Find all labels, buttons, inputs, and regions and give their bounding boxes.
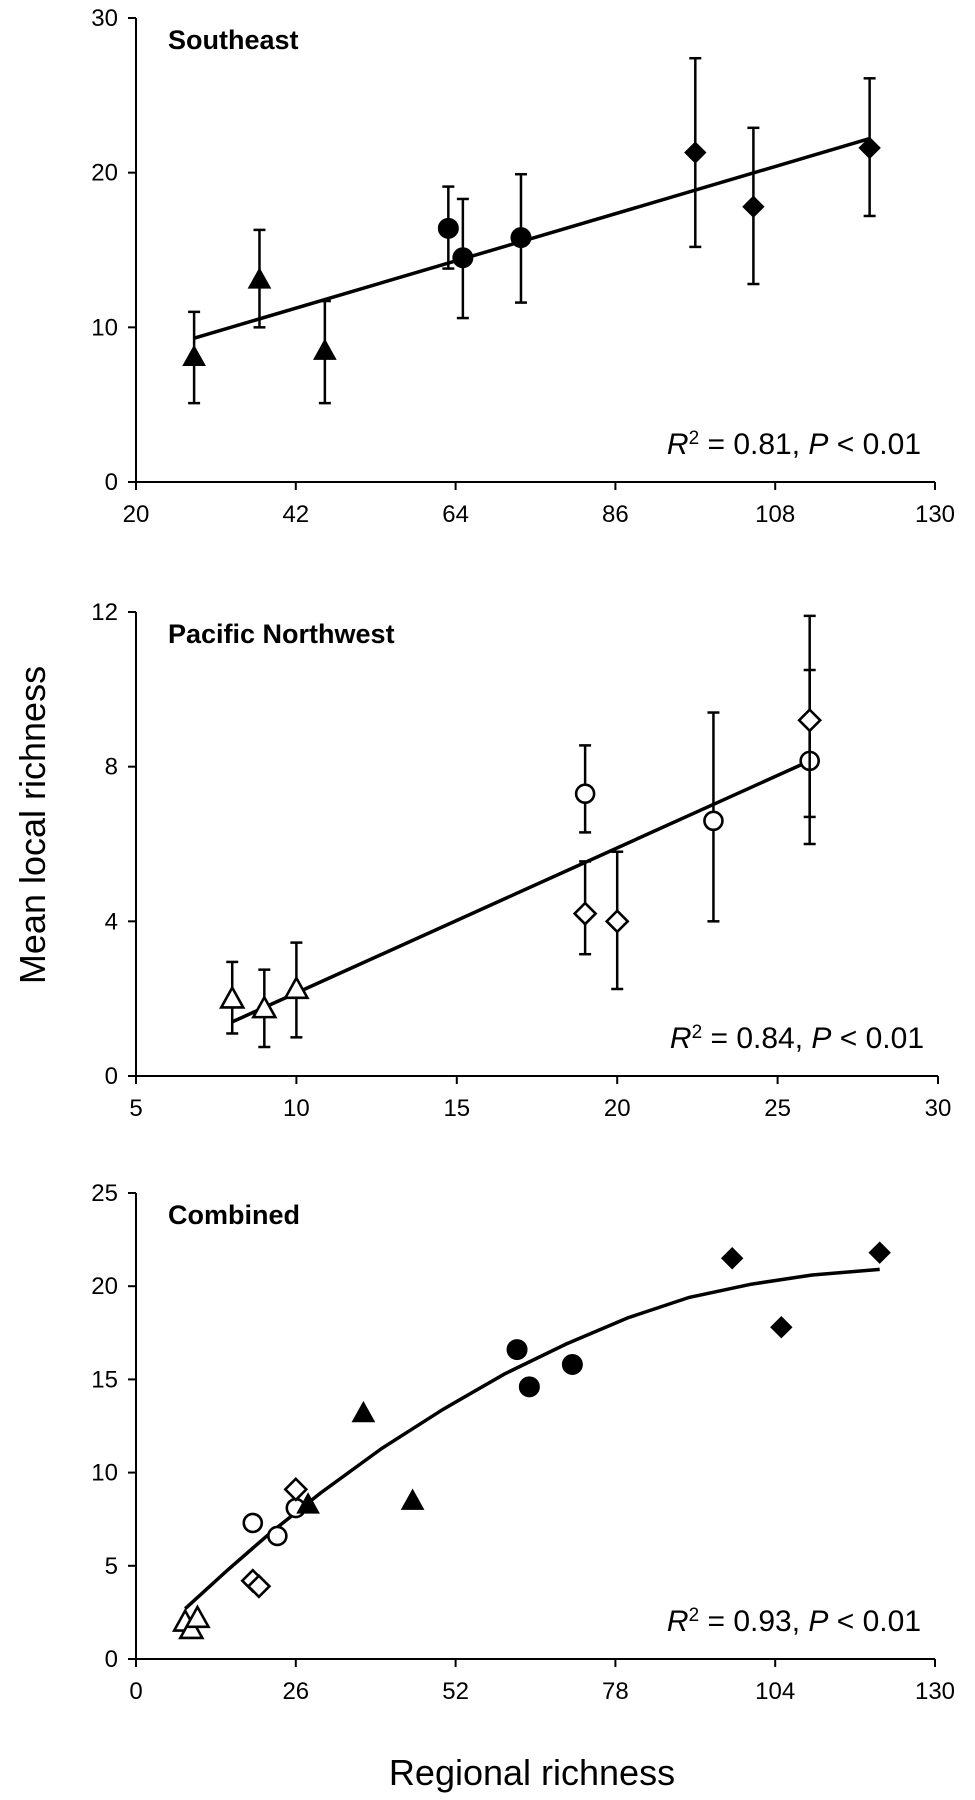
- y-axis-label: Mean local richness: [12, 666, 53, 984]
- stats-r2-label: R: [667, 1605, 689, 1638]
- data-point-diamond: [770, 1316, 793, 1339]
- y-tick-label: 0: [105, 469, 118, 496]
- stats-annotation: R2 = 0.81, P < 0.01: [667, 428, 921, 462]
- y-tick-label: 0: [105, 1646, 118, 1673]
- data-point-triangle: [247, 267, 272, 289]
- stats-p-value: < 0.01: [828, 1605, 921, 1638]
- y-tick-label: 8: [105, 754, 118, 781]
- data-point-circle: [437, 217, 459, 239]
- panel-1: 0 10 20 30 20 42 64 86 108 130 Southeast R2 = 0.81,…: [91, 5, 955, 528]
- x-tick-label: 5: [129, 1095, 142, 1122]
- x-tick-label: 108: [755, 501, 795, 528]
- y-tick-label: 5: [105, 1553, 118, 1580]
- data-point-triangle: [184, 1604, 211, 1629]
- stats-r2-sup: 2: [692, 1022, 703, 1043]
- stats-p-label: P: [808, 1605, 828, 1638]
- panel-2: 0 4 8 12 5 10 15 20 25 30 Pacific Northwest R2 = 0.…: [91, 599, 951, 1122]
- y-tick-label: 20: [91, 160, 118, 187]
- data-point-circle: [561, 1353, 583, 1375]
- x-tick-label: 0: [129, 1678, 142, 1705]
- y-tick-label: 25: [91, 1180, 118, 1207]
- stats-r2-sup: 2: [689, 1605, 700, 1626]
- data-point-triangle: [400, 1488, 425, 1510]
- y-tick-label: 30: [91, 5, 118, 32]
- data-point-triangle: [219, 984, 246, 1009]
- data-point-circle: [510, 227, 532, 249]
- x-tick-label: 130: [915, 1678, 955, 1705]
- stats-p-label: P: [811, 1022, 831, 1055]
- x-tick-label: 64: [442, 501, 469, 528]
- x-tick-label: 10: [283, 1095, 310, 1122]
- x-tick-label: 52: [442, 1678, 469, 1705]
- x-axis-label: Regional richness: [389, 1752, 675, 1793]
- y-tick-label: 10: [91, 1460, 118, 1487]
- data-point-circle: [703, 810, 724, 832]
- y-tick-label: 12: [91, 599, 118, 626]
- data-point-diamond: [868, 1241, 891, 1264]
- x-tick-label: 26: [282, 1678, 309, 1705]
- x-tick-label: 104: [755, 1678, 795, 1705]
- panel-title: Combined: [168, 1200, 300, 1230]
- data-point-diamond: [283, 1477, 309, 1502]
- fit-line: [231, 759, 811, 1024]
- data-point-circle: [518, 1376, 540, 1398]
- y-tick-label: 0: [105, 1063, 118, 1090]
- x-tick-label: 20: [123, 501, 150, 528]
- y-tick-label: 15: [91, 1366, 118, 1393]
- data-point-triangle: [351, 1400, 376, 1423]
- data-point-circle: [242, 1512, 264, 1534]
- stats-annotation: R2 = 0.93, P < 0.01: [667, 1605, 921, 1639]
- data-point-triangle: [182, 344, 206, 367]
- stats-r2-value: = 0.93,: [699, 1605, 808, 1638]
- y-tick-label: 4: [105, 908, 118, 935]
- fit-line: [193, 136, 871, 340]
- x-tick-label: 15: [443, 1095, 470, 1122]
- panel-3: 0 5 10 15 20 25 0 26 52 78 104 130 Combined R2 = 0.93…: [91, 1180, 955, 1705]
- x-tick-label: 130: [915, 501, 955, 528]
- data-point-diamond: [742, 195, 765, 218]
- stats-r2-label: R: [670, 1022, 692, 1055]
- data-point-diamond: [246, 1573, 272, 1599]
- data-point-triangle: [296, 1492, 320, 1514]
- stats-p-value: < 0.01: [828, 428, 921, 461]
- x-tick-label: 86: [602, 501, 629, 528]
- panel-title: Pacific Northwest: [168, 619, 395, 649]
- data-point-diamond: [684, 141, 707, 164]
- x-tick-label: 42: [282, 501, 309, 528]
- data-point-circle: [452, 247, 474, 269]
- x-tick-label: 25: [764, 1095, 791, 1122]
- data-point-diamond: [797, 707, 823, 733]
- stats-r2-value: = 0.81,: [699, 428, 808, 461]
- x-tick-label: 20: [604, 1095, 631, 1122]
- data-point-diamond: [858, 136, 881, 160]
- x-tick-label: 30: [925, 1095, 952, 1122]
- data-point-diamond: [604, 908, 630, 934]
- data-point-diamond: [720, 1247, 744, 1270]
- data-point-circle: [267, 1525, 288, 1547]
- stats-r2-sup: 2: [689, 428, 700, 449]
- data-point-triangle: [251, 994, 278, 1019]
- data-point-circle: [574, 783, 596, 805]
- stats-annotation: R2 = 0.84, P < 0.01: [670, 1022, 924, 1056]
- y-tick-label: 10: [91, 314, 118, 341]
- panel-title: Southeast: [168, 25, 299, 55]
- stats-r2-value: = 0.84,: [702, 1022, 811, 1055]
- stats-p-value: < 0.01: [831, 1022, 924, 1055]
- data-point-circle: [506, 1339, 528, 1361]
- stats-p-label: P: [808, 428, 828, 461]
- data-point-diamond: [572, 901, 598, 926]
- x-tick-label: 78: [602, 1678, 629, 1705]
- data-point-triangle: [313, 338, 337, 360]
- stats-r2-label: R: [667, 428, 689, 461]
- fit-line: [184, 1267, 880, 1610]
- y-tick-label: 20: [91, 1273, 118, 1300]
- data-point-triangle: [283, 975, 310, 1000]
